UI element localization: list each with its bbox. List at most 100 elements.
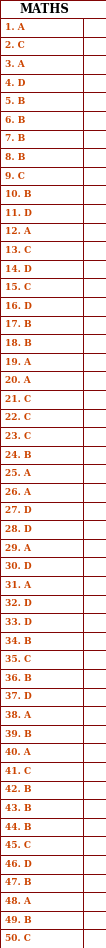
Text: 19. A: 19. A [5, 357, 31, 367]
Bar [0, 111, 83, 130]
Text: 11. D: 11. D [5, 209, 32, 218]
Bar [83, 706, 106, 725]
Bar [0, 130, 83, 148]
Bar [0, 428, 83, 446]
Bar [83, 353, 106, 372]
Bar [83, 836, 106, 855]
Bar [83, 55, 106, 74]
Bar [83, 669, 106, 687]
Bar [83, 372, 106, 390]
Text: 50. C: 50. C [5, 934, 31, 943]
Text: 10. B: 10. B [5, 191, 32, 199]
Bar [0, 483, 83, 501]
Text: 45. C: 45. C [5, 841, 31, 850]
Text: 23. C: 23. C [5, 432, 31, 441]
Bar [0, 725, 83, 743]
Bar [83, 650, 106, 669]
Text: 42. B: 42. B [5, 785, 32, 794]
Text: 1. A: 1. A [5, 23, 25, 32]
Text: 39. B: 39. B [5, 730, 32, 738]
Bar [0, 929, 83, 948]
Bar [0, 148, 83, 167]
Bar [0, 241, 83, 260]
Bar [0, 557, 83, 576]
Bar [83, 538, 106, 557]
Bar [83, 465, 106, 483]
Bar [83, 892, 106, 911]
Bar [83, 911, 106, 929]
Text: 26. A: 26. A [5, 488, 31, 497]
Text: 12. A: 12. A [5, 228, 31, 236]
Bar [0, 855, 83, 874]
Bar [0, 613, 83, 631]
Text: 6. B: 6. B [5, 116, 26, 125]
Text: 3. A: 3. A [5, 60, 25, 69]
Bar [83, 409, 106, 428]
Bar [0, 55, 83, 74]
Text: 22. C: 22. C [5, 413, 31, 423]
Bar [83, 855, 106, 874]
Bar [0, 260, 83, 279]
Bar [0, 818, 83, 836]
Bar [83, 743, 106, 762]
Bar [83, 241, 106, 260]
Bar [83, 520, 106, 538]
Bar [83, 279, 106, 297]
Text: 24. B: 24. B [5, 450, 32, 460]
Text: 13. C: 13. C [5, 246, 32, 255]
Bar [83, 130, 106, 148]
Bar [83, 186, 106, 204]
Text: 35. C: 35. C [5, 655, 31, 665]
Text: 49. B: 49. B [5, 916, 32, 924]
Text: 38. A: 38. A [5, 711, 31, 720]
Bar [83, 335, 106, 353]
Bar [83, 762, 106, 780]
Bar [83, 204, 106, 223]
Text: 25. A: 25. A [5, 469, 31, 478]
Bar [0, 465, 83, 483]
Bar [83, 874, 106, 892]
Text: 9. C: 9. C [5, 172, 25, 181]
Bar [0, 74, 83, 92]
Bar [83, 929, 106, 948]
Bar [0, 836, 83, 855]
Bar [83, 631, 106, 650]
Bar [0, 279, 83, 297]
Bar [83, 223, 106, 241]
Bar [83, 167, 106, 186]
Bar [83, 446, 106, 465]
Bar [0, 650, 83, 669]
Bar [83, 501, 106, 520]
Bar [0, 538, 83, 557]
Bar [83, 37, 106, 55]
Bar [0, 911, 83, 929]
Bar [0, 0, 106, 18]
Bar [83, 74, 106, 92]
Text: 27. D: 27. D [5, 506, 32, 516]
Bar [0, 316, 83, 335]
Bar [0, 372, 83, 390]
Text: 37. D: 37. D [5, 692, 32, 702]
Text: 36. B: 36. B [5, 674, 32, 683]
Bar [0, 446, 83, 465]
Text: 48. A: 48. A [5, 897, 31, 906]
Bar [83, 260, 106, 279]
Bar [0, 762, 83, 780]
Bar [0, 706, 83, 725]
Bar [83, 390, 106, 409]
Text: 32. D: 32. D [5, 599, 32, 609]
Bar [0, 631, 83, 650]
Bar [0, 780, 83, 799]
Bar [83, 687, 106, 706]
Bar [83, 428, 106, 446]
Bar [83, 594, 106, 613]
Bar [83, 557, 106, 576]
Bar [83, 799, 106, 818]
Text: 30. D: 30. D [5, 562, 32, 572]
Bar [0, 669, 83, 687]
Bar [0, 353, 83, 372]
Bar [0, 874, 83, 892]
Bar [0, 743, 83, 762]
Text: 43. B: 43. B [5, 804, 32, 813]
Bar [0, 799, 83, 818]
